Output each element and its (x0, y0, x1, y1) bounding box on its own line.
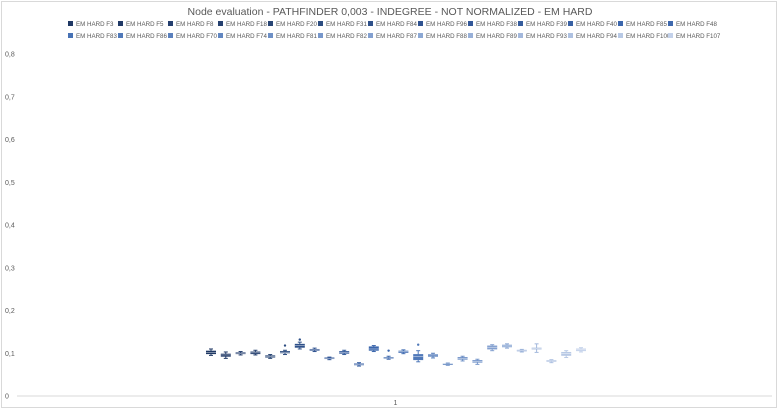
box-body (442, 363, 453, 366)
box-outlier (387, 349, 390, 352)
legend-label: EM HARD F107 (676, 33, 721, 40)
legend-swatch (568, 33, 573, 38)
y-tick-label: 0,6 (5, 137, 15, 144)
x-category-label: 1 (394, 400, 398, 407)
legend-swatch (318, 21, 323, 26)
legend-label: EM HARD F3 (76, 21, 114, 28)
y-tick-label: 0,5 (5, 180, 15, 187)
legend-label: EM HARD F31 (326, 21, 367, 28)
chart-title: Node evaluation - PATHFINDER 0,003 - IND… (187, 6, 593, 18)
legend-label: EM HARD F86 (126, 33, 167, 40)
legend-label: EM HARD F94 (576, 33, 617, 40)
legend-swatch (368, 33, 373, 38)
legend-swatch (518, 33, 523, 38)
legend-label: EM HARD F40 (576, 21, 617, 28)
legend-swatch (118, 33, 123, 38)
y-tick-label: 0,3 (5, 265, 15, 272)
legend-swatch (318, 33, 323, 38)
box-body (413, 354, 424, 361)
legend-label: EM HARD F85 (626, 21, 667, 28)
legend-swatch (418, 21, 423, 26)
legend-swatch (618, 33, 623, 38)
legend-swatch (668, 33, 673, 38)
legend-swatch (668, 21, 673, 26)
y-tick-label: 0,2 (5, 308, 15, 315)
legend-label: EM HARD F88 (426, 33, 467, 40)
legend-swatch (168, 21, 173, 26)
y-tick-label: 0 (5, 394, 9, 401)
legend-label: EM HARD F18 (226, 21, 267, 28)
box-outlier (283, 344, 287, 347)
legend-label: EM HARD F84 (376, 21, 417, 28)
legend-label: EM HARD F39 (526, 21, 567, 28)
legend-swatch (218, 33, 223, 38)
legend-swatch (268, 33, 273, 38)
legend-swatch (468, 21, 473, 26)
legend-label: EM HARD F38 (476, 21, 517, 28)
legend-label: EM HARD F82 (326, 33, 367, 40)
y-tick-label: 0,4 (5, 223, 15, 230)
legend-swatch (568, 21, 573, 26)
box-body (428, 354, 438, 357)
legend-label: EM HARD F83 (76, 33, 117, 40)
legend-label: EM HARD F5 (126, 21, 164, 28)
legend-swatch (468, 33, 473, 38)
legend-label: EM HARD F87 (376, 33, 417, 40)
box-outlier (417, 343, 420, 346)
legend-swatch (68, 21, 73, 26)
legend-label: EM HARD F20 (276, 21, 317, 28)
legend-label: EM HARD F81 (276, 33, 317, 40)
legend-swatch (518, 21, 523, 26)
box-body (516, 349, 527, 352)
y-tick-label: 0,7 (5, 94, 15, 101)
legend-label: EM HARD F8 (176, 21, 214, 28)
legend-label: EM HARD F48 (676, 21, 717, 28)
legend-swatch (168, 33, 173, 38)
legend-label: EM HARD F100 (626, 33, 671, 40)
legend-swatch (218, 21, 223, 26)
legend-label: EM HARD F70 (176, 33, 217, 40)
box-body (368, 346, 379, 351)
legend-swatch (418, 33, 423, 38)
legend-label: EM HARD F74 (226, 33, 267, 40)
legend-swatch (368, 21, 373, 26)
legend-label: EM HARD F89 (476, 33, 517, 40)
legend-swatch (68, 33, 73, 38)
box-outlier (298, 338, 301, 341)
y-tick-label: 0,8 (5, 52, 15, 59)
legend-label: EM HARD F96 (426, 21, 467, 28)
legend-swatch (268, 21, 273, 26)
legend-swatch (618, 21, 623, 26)
legend-label: EM HARD F93 (526, 33, 567, 40)
y-tick-label: 0,1 (5, 351, 15, 358)
legend-swatch (118, 21, 123, 26)
